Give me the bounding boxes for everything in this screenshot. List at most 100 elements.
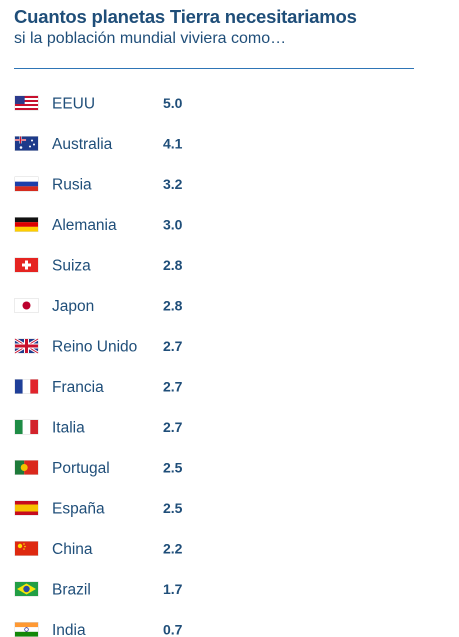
earth-globe-icon [270,372,290,401]
country-name: Italia [52,420,85,437]
row-de: Alemania 3.0 [14,210,298,239]
earth-globe-icon [229,494,257,522]
country-name: Japon [52,298,94,315]
country-name: Alemania [52,217,117,234]
value-label: 2.5 [163,460,183,476]
flag-us-icon [14,95,39,111]
value-label: 2.7 [163,338,183,354]
earth-globe-icon [188,534,216,563]
earth-globe-icon [270,494,284,522]
country-name: España [52,501,105,518]
value-label: 4.1 [163,136,183,152]
country-name: Portugal [52,460,110,477]
earth-globe-icon [270,170,298,198]
earth-globe-icon [352,89,380,117]
row-au: Australia 4.1 [14,129,355,158]
flag-au-icon [14,136,39,151]
earth-globe-icon [229,251,257,279]
earth-globe-icon [188,453,216,482]
earth-globe-icon [229,332,257,360]
row-gb: Reino Unido 2.7 [14,332,290,360]
earth-globe-icon [188,494,216,522]
earth-globe-icon [311,170,317,198]
country-name: China [52,541,93,558]
flag-ru-icon [14,176,39,192]
country-name: Rusia [52,177,92,194]
earth-globe-icon [188,129,216,158]
earth-globe-icon [229,372,257,401]
flag-pt-icon [14,460,39,475]
earth-globe-icon [188,332,216,360]
row-br: Brazil 1.7 [14,575,249,603]
flag-gb-icon [14,337,39,355]
earth-globe-icon [229,210,257,239]
value-label: 2.8 [163,257,183,273]
earth-globe-icon [270,210,298,239]
earth-globe-icon [229,89,257,117]
earth-globe-icon [311,129,339,158]
earth-globe-icon [270,291,293,320]
flag-it-icon [14,419,39,435]
value-label: 0.7 [163,622,183,637]
earth-globe-icon [229,534,257,563]
row-pt: Portugal 2.5 [14,453,284,482]
earth-globe-icon [188,372,216,401]
header-divider [14,68,414,69]
country-name: Australia [52,136,113,153]
earth-globe-icon [188,575,216,603]
row-cn: China 2.2 [14,534,276,563]
earth-globe-icon [270,89,298,117]
country-name: Francia [52,379,104,396]
row-es: España 2.5 [14,494,284,522]
value-label: 2.2 [163,541,183,557]
value-label: 1.7 [163,581,183,597]
earth-globe-icon [229,291,257,320]
country-name: EEUU [52,96,95,113]
flag-ch-icon [14,257,39,273]
earth-globe-icon [311,89,339,117]
earth-globe-icon [188,89,216,117]
earth-globe-icon [270,534,276,563]
chart-subtitle: si la población mundial viviera como… [14,30,287,47]
value-label: 2.5 [163,500,183,516]
value-label: 2.7 [163,419,183,435]
earth-globe-icon [229,575,249,603]
earth-globe-icon [229,129,257,158]
earth-globe-icon [188,210,216,239]
row-in: India 0.7 [14,615,208,637]
row-fr: Francia 2.7 [14,372,290,401]
earth-globe-icon [352,129,355,158]
value-label: 2.8 [163,298,183,314]
value-label: 3.2 [163,176,183,192]
earth-globe-icon [188,251,216,279]
row-ru: Rusia 3.2 [14,170,317,198]
chart-title: Cuantos planetas Tierra necesitariamos [14,6,357,27]
row-it: Italia 2.7 [14,413,290,441]
value-label: 5.0 [163,95,183,111]
flag-jp-icon [14,298,39,313]
row-ch: Suiza 2.8 [14,251,293,279]
country-name: India [52,622,86,637]
flag-br-icon [14,581,39,597]
earth-globe-icon [270,251,293,279]
flag-fr-icon [14,379,39,394]
value-label: 3.0 [163,217,183,233]
flag-es-icon [14,500,39,516]
earth-globe-icon [229,413,257,441]
earth-globe-icon [188,615,208,637]
country-name: Suiza [52,258,91,275]
earth-globe-icon [270,453,284,482]
row-jp: Japon 2.8 [14,291,293,320]
flag-de-icon [14,217,39,232]
earth-globe-icon [229,170,257,198]
earth-globe-icon [270,413,290,441]
value-label: 2.7 [163,379,183,395]
flag-cn-icon [14,541,39,556]
earth-globe-icon [270,129,298,158]
earth-globe-icon [188,170,216,198]
flag-in-icon [14,622,39,637]
earth-globe-icon [188,291,216,320]
earth-globe-icon [270,332,290,360]
country-name: Reino Unido [52,339,137,356]
